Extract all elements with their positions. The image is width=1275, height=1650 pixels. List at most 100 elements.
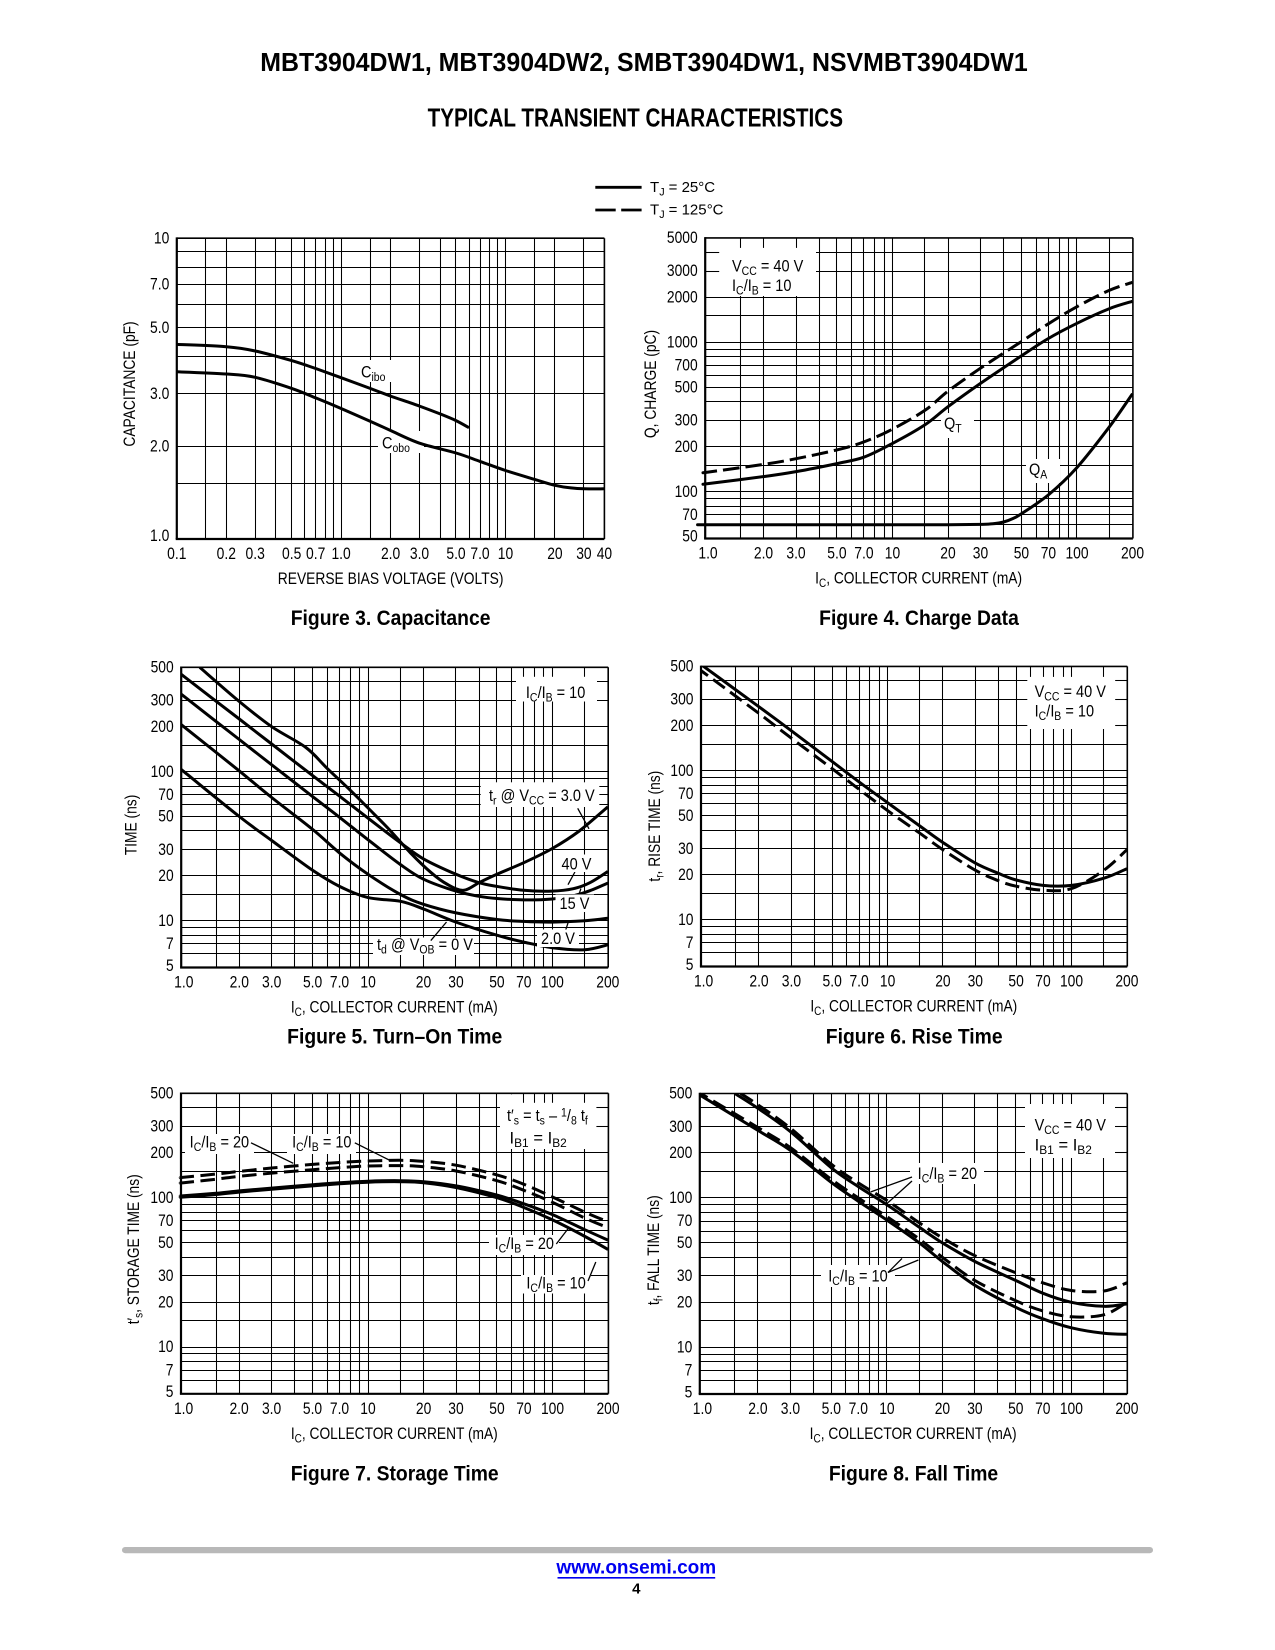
svg-text:2.0: 2.0 [754, 545, 773, 563]
svg-text:IC/IB = 10: IC/IB = 10 [526, 1275, 586, 1295]
svg-text:30: 30 [576, 545, 591, 563]
svg-text:20: 20 [678, 866, 693, 884]
svg-text:IC/IB = 10: IC/IB = 10 [526, 684, 586, 704]
svg-text:IC, COLLECTOR CURRENT (mA): IC, COLLECTOR CURRENT (mA) [810, 1425, 1017, 1446]
svg-text:TYPICAL TRANSIENT CHARACTERIST: TYPICAL TRANSIENT CHARACTERISTICS [428, 103, 843, 133]
svg-text:3.0: 3.0 [786, 545, 805, 563]
svg-text:www.onsemi.com: www.onsemi.com [555, 1558, 716, 1579]
svg-text:3.0: 3.0 [782, 973, 801, 991]
svg-text:70: 70 [682, 506, 697, 524]
svg-text:70: 70 [1035, 1400, 1050, 1418]
svg-text:5: 5 [685, 1383, 693, 1401]
svg-text:300: 300 [150, 1118, 173, 1136]
svg-text:50: 50 [158, 1234, 173, 1252]
svg-text:100: 100 [1060, 973, 1083, 991]
svg-text:Cobo: Cobo [382, 435, 410, 455]
svg-text:20: 20 [677, 1294, 692, 1312]
svg-text:tr, RISE TIME (ns): tr, RISE TIME (ns) [646, 771, 667, 882]
svg-text:IB1 = IB2: IB1 = IB2 [510, 1130, 568, 1151]
svg-text:4: 4 [632, 1581, 641, 1598]
svg-text:Figure 6. Rise Time: Figure 6. Rise Time [826, 1026, 1003, 1049]
svg-text:10: 10 [677, 1338, 692, 1356]
svg-text:IC/IB = 10: IC/IB = 10 [292, 1134, 352, 1154]
svg-text:300: 300 [675, 412, 698, 430]
svg-text:3.0: 3.0 [150, 385, 169, 403]
svg-text:30: 30 [967, 1400, 982, 1418]
svg-text:50: 50 [489, 1400, 504, 1418]
svg-text:IC, COLLECTOR CURRENT (mA): IC, COLLECTOR CURRENT (mA) [810, 997, 1017, 1018]
svg-text:100: 100 [1065, 545, 1088, 563]
svg-text:200: 200 [151, 718, 174, 736]
svg-text:50: 50 [677, 1234, 692, 1252]
svg-text:100: 100 [541, 974, 564, 992]
svg-text:QT: QT [944, 415, 962, 435]
svg-text:30: 30 [158, 841, 173, 859]
svg-text:20: 20 [158, 1293, 173, 1311]
svg-text:2.0: 2.0 [230, 974, 249, 992]
svg-text:20: 20 [158, 867, 173, 885]
svg-text:IB1 = IB2: IB1 = IB2 [1035, 1137, 1093, 1158]
svg-text:500: 500 [669, 1085, 692, 1103]
svg-text:7.0: 7.0 [849, 1400, 868, 1418]
svg-text:0.7: 0.7 [306, 545, 325, 563]
svg-text:7.0: 7.0 [854, 545, 873, 563]
svg-text:40 V: 40 V [562, 856, 592, 874]
svg-text:300: 300 [670, 691, 693, 709]
svg-text:VCC = 40 V: VCC = 40 V [1035, 683, 1107, 703]
svg-text:10: 10 [498, 545, 513, 563]
svg-text:200: 200 [596, 974, 619, 992]
svg-text:7.0: 7.0 [150, 276, 169, 294]
svg-text:3.0: 3.0 [262, 974, 281, 992]
svg-text:Figure 4. Charge Data: Figure 4. Charge Data [819, 607, 1019, 630]
svg-text:40: 40 [597, 545, 612, 563]
svg-text:10: 10 [158, 1338, 173, 1356]
svg-text:70: 70 [1035, 973, 1050, 991]
svg-text:0.1: 0.1 [167, 545, 186, 563]
svg-text:20: 20 [940, 545, 955, 563]
svg-text:30: 30 [448, 1400, 463, 1418]
svg-text:5.0: 5.0 [827, 545, 846, 563]
svg-text:3000: 3000 [667, 262, 698, 280]
svg-text:100: 100 [541, 1400, 564, 1418]
svg-text:20: 20 [416, 974, 431, 992]
svg-text:5.0: 5.0 [303, 974, 322, 992]
svg-text:200: 200 [596, 1400, 619, 1418]
svg-text:IC, COLLECTOR CURRENT (mA): IC, COLLECTOR CURRENT (mA) [291, 998, 498, 1019]
svg-text:7.0: 7.0 [330, 974, 349, 992]
svg-text:Figure 8. Fall Time: Figure 8. Fall Time [829, 1463, 998, 1486]
svg-text:200: 200 [150, 1144, 173, 1162]
svg-text:50: 50 [158, 808, 173, 826]
svg-text:500: 500 [670, 658, 693, 676]
svg-text:10: 10 [879, 1400, 894, 1418]
svg-text:IC/IB = 10: IC/IB = 10 [828, 1268, 888, 1288]
svg-text:200: 200 [1115, 973, 1138, 991]
svg-text:Figure 7. Storage Time: Figure 7. Storage Time [291, 1463, 499, 1486]
svg-text:10: 10 [360, 974, 375, 992]
svg-text:7: 7 [686, 934, 694, 952]
svg-text:1.0: 1.0 [694, 973, 713, 991]
svg-text:100: 100 [150, 1189, 173, 1207]
svg-text:200: 200 [675, 438, 698, 456]
svg-text:1.0: 1.0 [331, 545, 350, 563]
svg-text:Figure 5. Turn–On Time: Figure 5. Turn–On Time [287, 1026, 502, 1049]
svg-text:50: 50 [1008, 1400, 1023, 1418]
svg-text:Figure 3. Capacitance: Figure 3. Capacitance [291, 607, 491, 630]
svg-text:t′s, STORAGE TIME (ns): t′s, STORAGE TIME (ns) [125, 1174, 146, 1324]
svg-text:5.0: 5.0 [303, 1400, 322, 1418]
svg-text:30: 30 [678, 840, 693, 858]
svg-text:TJ = 125°C: TJ = 125°C [650, 202, 724, 222]
svg-text:VCC = 40 V: VCC = 40 V [1035, 1117, 1107, 1137]
svg-text:1000: 1000 [667, 334, 698, 352]
svg-text:200: 200 [670, 717, 693, 735]
svg-text:7: 7 [685, 1362, 693, 1380]
svg-text:IC/IB = 10: IC/IB = 10 [732, 277, 792, 297]
svg-text:0.2: 0.2 [217, 545, 236, 563]
svg-text:100: 100 [675, 483, 698, 501]
svg-text:100: 100 [1060, 1400, 1083, 1418]
svg-text:QA: QA [1029, 461, 1048, 481]
svg-text:2.0: 2.0 [749, 973, 768, 991]
svg-text:70: 70 [516, 1400, 531, 1418]
svg-text:70: 70 [516, 974, 531, 992]
svg-text:1.0: 1.0 [693, 1400, 712, 1418]
svg-text:2.0 V: 2.0 V [541, 930, 575, 948]
